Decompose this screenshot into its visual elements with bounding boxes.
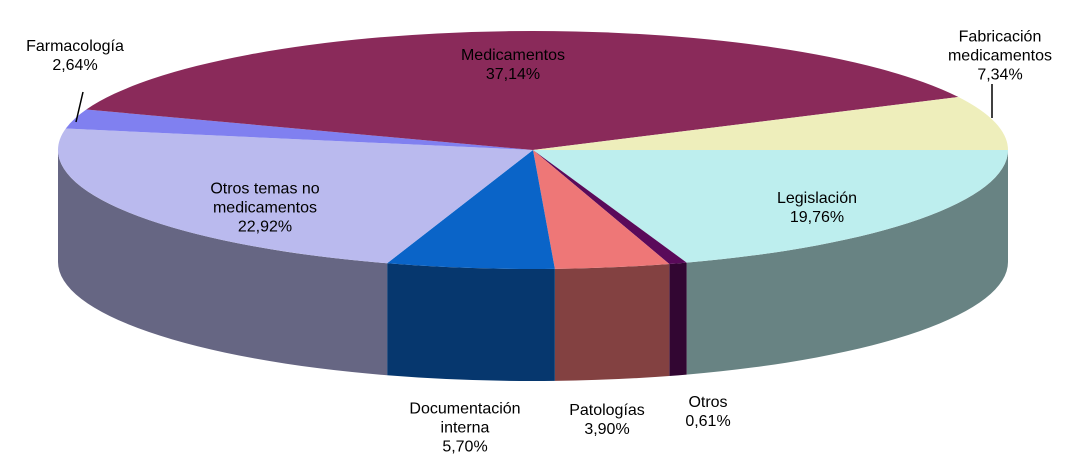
slice-side <box>554 263 670 381</box>
data-label: Farmacología 2,64% <box>5 37 145 75</box>
category-label: Medicamentos <box>460 47 566 64</box>
leader-line <box>75 91 84 123</box>
value-label: 0,61% <box>685 413 731 430</box>
slice-side <box>686 150 1008 375</box>
slice-side <box>669 262 687 376</box>
category-label: Farmacología <box>26 38 124 55</box>
category-label: Fabricación medicamentos <box>947 28 1053 65</box>
data-label: Otros 0,61% <box>678 393 738 431</box>
value-label: 22,92% <box>237 218 293 236</box>
value-label: 5,70% <box>442 438 488 456</box>
value-label: 19,76% <box>789 209 845 226</box>
slice <box>86 31 959 150</box>
slice-side <box>58 150 388 376</box>
value-label: 2,64% <box>52 57 98 74</box>
data-label: Documentación interna 5,70% <box>390 400 540 457</box>
data-label: Fabricación medicamentos 7,34% <box>930 28 1070 85</box>
slice <box>533 150 670 269</box>
data-label: Otros temas no medicamentos 22,92% <box>175 180 355 237</box>
category-label: Patologías <box>569 402 645 419</box>
slice <box>57 128 533 264</box>
category-label: Documentación interna <box>409 400 521 437</box>
slice <box>65 109 533 150</box>
data-label: Medicamentos 37,14% <box>443 46 583 84</box>
value-label: 3,90% <box>584 421 630 438</box>
slice <box>533 97 1008 150</box>
value-label: 37,14% <box>485 66 541 83</box>
data-label: Legislación 19,76% <box>747 189 887 227</box>
slice <box>533 150 1008 263</box>
slice-side <box>387 263 555 381</box>
category-label: Otros <box>688 394 728 411</box>
slice <box>387 150 555 270</box>
data-label: Patologías 3,90% <box>562 401 652 439</box>
value-label: 7,34% <box>977 66 1023 84</box>
slice <box>533 150 687 264</box>
category-label: Legislación <box>776 190 858 207</box>
category-label: Otros temas no medicamentos <box>210 180 320 217</box>
